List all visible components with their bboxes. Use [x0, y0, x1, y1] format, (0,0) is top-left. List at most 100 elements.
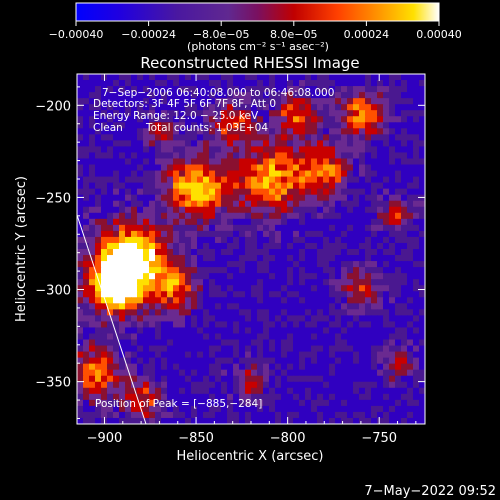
heatmap-cell [293, 351, 300, 359]
heatmap-cell [227, 230, 234, 238]
heatmap-cell [383, 212, 390, 220]
heatmap-cell [311, 333, 318, 341]
heatmap-cell [209, 194, 216, 202]
heatmap-cell [269, 351, 276, 359]
heatmap-cell [191, 291, 198, 298]
heatmap-cell [353, 417, 360, 424]
heatmap-cell [377, 110, 384, 117]
heatmap-cell [251, 363, 258, 371]
heatmap-cell [77, 267, 84, 274]
heatmap-cell [143, 351, 150, 359]
heatmap-cell [353, 164, 360, 172]
heatmap-cell [263, 104, 270, 111]
heatmap-cell [245, 80, 252, 87]
heatmap-cell [113, 285, 120, 292]
heatmap-cell [119, 224, 126, 232]
heatmap-cell [257, 255, 264, 262]
heatmap-cell [275, 176, 282, 184]
heatmap-cell [149, 333, 156, 341]
heatmap-cell [245, 363, 252, 371]
heatmap-cell [125, 212, 132, 220]
heatmap-cell [269, 297, 276, 304]
heatmap-cell [113, 279, 120, 286]
heatmap-cell [299, 146, 306, 154]
heatmap-cell [113, 321, 120, 329]
heatmap-cell [383, 98, 390, 105]
heatmap-cell [215, 333, 222, 341]
heatmap-cell [77, 242, 84, 250]
heatmap-cell [383, 285, 390, 292]
heatmap-cell [167, 381, 174, 389]
heatmap-cell [209, 387, 216, 395]
heatmap-cell [215, 188, 222, 196]
heatmap-cell [299, 164, 306, 172]
heatmap-cell [377, 321, 384, 329]
heatmap-cell [221, 188, 228, 196]
heatmap-cell [125, 387, 132, 395]
heatmap-cell [371, 333, 378, 341]
heatmap-cell [245, 128, 252, 135]
heatmap-cell [335, 164, 342, 172]
heatmap-cell [161, 333, 168, 341]
heatmap-cell [215, 164, 222, 172]
heatmap-cell [107, 387, 114, 395]
heatmap-cell [287, 273, 294, 280]
heatmap-cell [335, 321, 342, 329]
heatmap-cell [269, 134, 276, 141]
heatmap-cell [359, 285, 366, 292]
heatmap-cell [305, 381, 312, 389]
heatmap-cell [89, 315, 96, 323]
heatmap-cell [239, 170, 246, 178]
heatmap-cell [377, 339, 384, 347]
heatmap-cell [155, 261, 162, 268]
heatmap-cell [215, 206, 222, 214]
heatmap-cell [311, 309, 318, 316]
heatmap-cell [173, 411, 180, 419]
heatmap-cell [275, 194, 282, 202]
heatmap-cell [263, 110, 270, 117]
heatmap-cell [305, 339, 312, 347]
heatmap-cell [287, 212, 294, 220]
heatmap-cell [89, 381, 96, 389]
heatmap-cell [119, 212, 126, 220]
heatmap-cell [263, 224, 270, 232]
heatmap-cell [203, 255, 210, 262]
heatmap-cell [155, 375, 162, 383]
heatmap-cell [173, 297, 180, 304]
heatmap-cell [113, 291, 120, 298]
heatmap-cell [149, 393, 156, 401]
heatmap-cell [395, 399, 402, 407]
heatmap-cell [203, 146, 210, 154]
heatmap-cell [185, 116, 192, 123]
heatmap-cell [197, 387, 204, 395]
heatmap-cell [353, 285, 360, 292]
heatmap-cell [395, 152, 402, 160]
heatmap-cell [269, 369, 276, 377]
heatmap-cell [161, 273, 168, 280]
heatmap-cell [311, 339, 318, 347]
heatmap-cell [125, 351, 132, 359]
heatmap-cell [215, 80, 222, 87]
heatmap-cell [299, 279, 306, 286]
heatmap-cell [263, 273, 270, 280]
heatmap-cell [137, 333, 144, 341]
heatmap-cell [137, 140, 144, 148]
heatmap-cell [395, 140, 402, 148]
heatmap-cell [389, 134, 396, 141]
heatmap-cell [197, 267, 204, 274]
heatmap-cell [107, 182, 114, 190]
heatmap-cell [77, 128, 84, 135]
heatmap-cell [107, 291, 114, 298]
heatmap-cell [383, 170, 390, 178]
heatmap-cell [239, 249, 246, 256]
heatmap-cell [101, 339, 108, 347]
heatmap-cell [233, 176, 240, 184]
heatmap-cell [401, 110, 408, 117]
heatmap-cell [395, 387, 402, 395]
heatmap-cell [245, 375, 252, 383]
heatmap-cell [317, 128, 324, 135]
heatmap-cell [293, 194, 300, 202]
heatmap-cell [275, 86, 282, 93]
heatmap-cell [245, 303, 252, 310]
heatmap-cell [275, 242, 282, 250]
